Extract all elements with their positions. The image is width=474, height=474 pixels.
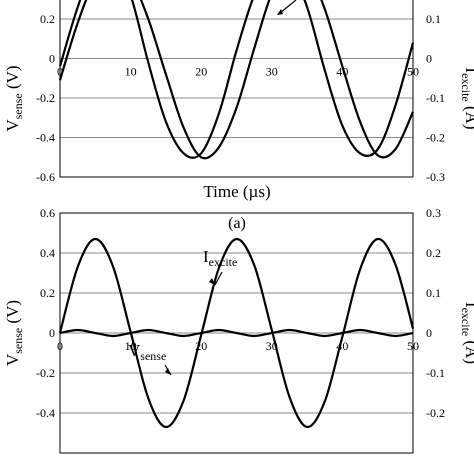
- panel-b-y-right-axis-label: Iexcite (A): [459, 302, 474, 364]
- panel-b-y-left-tick-label: 0.2: [40, 286, 55, 300]
- panel-b-annotation-arrow: [214, 271, 223, 286]
- panel-a-x-tick-label: 30: [266, 65, 278, 79]
- panel-b-annotation-arrowhead: [165, 368, 171, 375]
- panel-a: 0.20-0.2-0.4-0.60.10-0.1-0.2-0.30 10 20 30 4…: [3, 0, 474, 184]
- panel-a-y-right-axis-label: Iexcite (A): [459, 67, 474, 129]
- panel-b-y-left-tick-label: 0: [49, 326, 55, 340]
- panel-b-y-left-tick-label: 0.6: [40, 206, 55, 220]
- panel-b-annotation-arrowhead: [209, 278, 215, 285]
- panel-a-annotation-arrow: [279, 0, 297, 14]
- panel-b-x-tick-label: 50: [407, 339, 419, 353]
- panel-a-y-right-tick-label: -0.2: [426, 131, 445, 145]
- panel-a-y-left-tick-label: 0.2: [40, 12, 55, 26]
- panel-a-x-tick-label: 20: [195, 65, 207, 79]
- panel-b-y-left-tick-label: -0.4: [36, 406, 55, 420]
- panel-b-y-right-tick-label: 0: [426, 326, 432, 340]
- panel-b-y-right-tick-label: 0.2: [426, 246, 441, 260]
- panel-b-y-right-tick-label: 0.1: [426, 286, 441, 300]
- panel-a-y-left-tick-label: 0: [49, 52, 55, 66]
- panel-a-y-right-tick-label: -0.3: [426, 170, 445, 184]
- panel-b-i-excite-curve: [58, 237, 415, 429]
- panel-a-x-tick-label: 50: [407, 65, 419, 79]
- panel-b-y-right-tick-label: 0.3: [426, 206, 441, 220]
- panel-b-v-sense-curve: [59, 328, 414, 338]
- panel-a-y-left-tick-label: -0.6: [36, 170, 55, 184]
- panel-b: 0.60.40.20-0.2-0.40.30.20.10-0.1-0.20 10 2…: [3, 206, 474, 454]
- panel-a-annotation-arrowhead: [277, 9, 283, 15]
- panel-b-y-left-tick-label: 0.4: [40, 246, 55, 260]
- panel-a-caption: (a): [228, 215, 246, 232]
- panel-a-curve-2-curve: [58, 0, 415, 159]
- panel-a-y-left-axis-label: Vsense (V): [3, 65, 25, 131]
- panel-a-y-left-tick-label: -0.2: [36, 91, 55, 105]
- panel-b-y-right-tick-label: -0.2: [426, 406, 445, 420]
- panel-a-y-right-tick-label: 0: [426, 52, 432, 66]
- panel-b-y-left-axis-label: Vsense (V): [3, 300, 25, 366]
- panel-a-y-right-tick-label: 0.1: [426, 12, 441, 26]
- panel-b-annotation-i: Iexcite: [203, 247, 237, 269]
- panel-b-annotation-v: Vsense: [128, 341, 166, 363]
- panel-a-plot-frame: [59, 0, 414, 178]
- panel-a-y-left-tick-label: -0.4: [36, 131, 55, 145]
- panel-a-x-tick-label: 0: [57, 65, 63, 79]
- panel-b-y-left-tick-label: -0.2: [36, 366, 55, 380]
- panel-a-curve-1-curve: [58, 0, 415, 160]
- panel-a-y-right-tick-label: -0.1: [426, 91, 445, 105]
- panel-a-x-tick-label: 10: [125, 65, 137, 79]
- panel-b-y-right-tick-label: -0.1: [426, 366, 445, 380]
- panel-a-x-axis-label: Time (µs): [203, 182, 270, 201]
- panel-b-x-tick-label: 0: [57, 339, 63, 353]
